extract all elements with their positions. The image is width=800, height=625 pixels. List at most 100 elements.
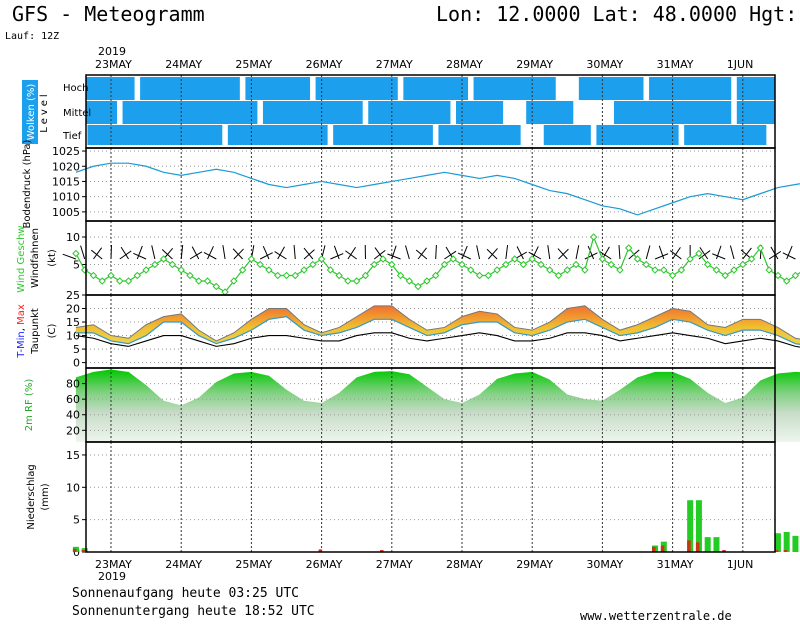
wind-ylabel2: Windfahnen (30, 228, 41, 288)
cloud-level-mid: Mittel (63, 108, 91, 119)
wind-speed-marker (335, 271, 343, 280)
wind-barb (516, 246, 524, 260)
wind-speed-marker (493, 266, 501, 274)
sunrise-text: Sonnenaufgang heute 03:25 UTC (72, 586, 299, 601)
wind-barb (80, 245, 86, 260)
cloud-cell (754, 101, 775, 124)
wind-speed-marker (352, 277, 361, 285)
humidity-area (75, 369, 800, 442)
pressure-line (75, 162, 800, 216)
wind-speed-marker (449, 255, 457, 263)
wind-barb (277, 246, 285, 260)
wind-barb (293, 245, 296, 260)
cloud-cell (87, 101, 117, 124)
wind-speed-marker (475, 271, 484, 280)
wind-unit: (kt) (47, 249, 58, 267)
wind-barb (669, 250, 682, 260)
wind-speed-marker (519, 260, 528, 269)
y-tick-label: 15 (66, 316, 80, 329)
y-tick-label: 10 (66, 481, 80, 494)
cloud-cell (701, 101, 732, 124)
panel-frames (85, 74, 776, 553)
wind-speed-marker (458, 260, 466, 269)
wind-barb (151, 245, 156, 260)
wind-panel: 5 10 (62, 221, 800, 296)
wind-speed-marker (98, 277, 106, 285)
dewpoint-line (75, 332, 800, 348)
wind-speed-marker (300, 266, 308, 274)
cloud-cell (403, 125, 433, 145)
wind-barb (444, 250, 457, 260)
wind-speed-marker (616, 266, 624, 274)
temp-ylabel-sep: , (16, 325, 27, 331)
wind-barb (654, 253, 669, 260)
bottom-date-label: 1JUN (727, 558, 754, 571)
precip-conv-bar (774, 550, 779, 552)
wind-barb (786, 245, 793, 260)
wind-ylabel: Wind Geschw. (16, 223, 27, 293)
bottom-date-label: 26MAY (306, 558, 343, 571)
bottom-date-label: 30MAY (586, 558, 623, 571)
y-tick-label: 1010 (52, 191, 80, 204)
temp-ylabel-max: Max (16, 304, 27, 325)
wind-barb (505, 245, 509, 260)
precip-bar (774, 533, 781, 552)
wind-barb (417, 247, 427, 260)
bottom-date-labels: 23MAY 24MAY 25MAY 26MAY 27MAY 28MAY 29MAY 30MAY… (95, 558, 753, 571)
wind-barb (345, 250, 357, 260)
wind-barb (658, 245, 665, 260)
cloud-level-caption: Level (39, 91, 50, 132)
wind-speed-marker (546, 266, 554, 274)
model-run-label: Lauf: 12Z (5, 31, 60, 42)
y-tick-label: 40 (66, 409, 80, 422)
wind-barb (62, 253, 77, 260)
wind-barb (618, 244, 621, 260)
chart-title: GFS - Meteogramm (12, 2, 205, 26)
precip-conv-bar (318, 549, 323, 552)
bottom-year-label: 2019 (98, 570, 126, 583)
wind-speed-marker (431, 271, 440, 280)
wind-barb (222, 245, 226, 260)
cloud-cell (543, 101, 574, 124)
top-date-label: 28MAY (446, 58, 483, 71)
top-date-label: 31MAY (657, 58, 694, 71)
wind-speed-marker (344, 277, 352, 285)
wind-barb (528, 251, 542, 260)
y-tick-label: 5 (73, 514, 80, 527)
wind-speed-marker (712, 266, 721, 274)
wind-speed-marker (361, 271, 370, 280)
wind-speed-marker (151, 260, 159, 269)
y-tick-label: 20 (66, 424, 80, 437)
precip-bar (687, 500, 694, 552)
wind-speed-marker (467, 266, 475, 274)
wind-barb (584, 252, 598, 260)
wind-barb (262, 246, 270, 260)
y-tick-label: 1005 (52, 206, 80, 219)
wind-barb (133, 252, 147, 260)
wind-speed-marker (668, 271, 677, 280)
y-tick-label: 5 (73, 343, 80, 356)
wind-speed-marker (291, 271, 299, 280)
wind-speed-marker (203, 277, 212, 285)
y-tick-label: 25 (66, 289, 80, 302)
precip-conv-bar (81, 550, 86, 552)
wind-barb (487, 248, 498, 260)
wind-speed-marker (274, 271, 282, 280)
wind-barb (712, 253, 726, 260)
wind-speed-marker (782, 277, 791, 285)
wind-speed-marker (730, 266, 738, 274)
wind-barb (742, 247, 752, 260)
wind-barb (729, 245, 735, 260)
precip-conv-bar (652, 546, 656, 552)
top-date-label: 29MAY (516, 58, 553, 71)
precip-bar (792, 535, 799, 552)
wind-barb (645, 245, 651, 260)
precipitation-panel: 0 5 10 15 (66, 442, 799, 559)
wind-speed-marker (72, 249, 80, 258)
wind-speed-marker (651, 266, 659, 274)
wind-barb (191, 246, 200, 260)
cloud-cell (438, 77, 468, 100)
wind-speed-marker (89, 271, 98, 280)
